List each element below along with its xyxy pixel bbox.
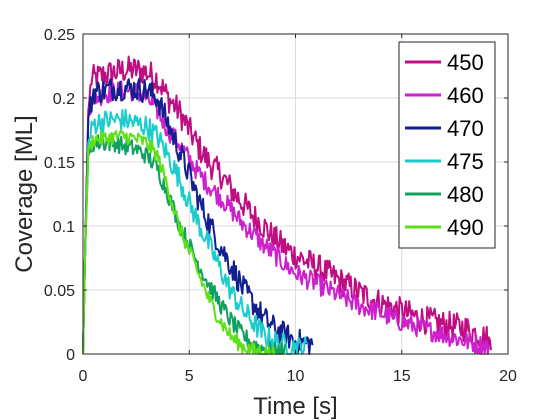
series-line-470 bbox=[82, 77, 314, 355]
series-layer bbox=[82, 55, 492, 355]
legend: 450 460 470 475 480 490 bbox=[398, 41, 496, 249]
legend-label-490: 490 bbox=[447, 215, 484, 240]
y-axis-label: Coverage [ML] bbox=[11, 115, 38, 272]
series-line-490 bbox=[82, 129, 276, 355]
y-tick-label: 0.1 bbox=[53, 219, 75, 236]
x-tick-label: 20 bbox=[499, 368, 517, 385]
legend-label-450: 450 bbox=[447, 50, 484, 75]
y-tick-label: 0.2 bbox=[53, 91, 75, 108]
ticks: 0 5 10 15 20 0 0.05 0.1 0.15 0.2 0.25 bbox=[44, 27, 517, 385]
legend-label-460: 460 bbox=[447, 83, 484, 108]
series-line-475 bbox=[82, 108, 308, 355]
x-tick-label: 5 bbox=[185, 368, 194, 385]
x-tick-label: 0 bbox=[79, 368, 88, 385]
series-line-460 bbox=[82, 80, 490, 355]
y-tick-label: 0.05 bbox=[44, 283, 75, 300]
y-tick-label: 0.15 bbox=[44, 155, 75, 172]
y-tick-label: 0.25 bbox=[44, 27, 75, 44]
y-tick-label: 0 bbox=[66, 347, 75, 364]
legend-box bbox=[398, 41, 496, 249]
x-axis-label: Time [s] bbox=[253, 393, 337, 420]
x-tick-label: 10 bbox=[287, 368, 305, 385]
legend-label-475: 475 bbox=[447, 149, 484, 174]
legend-label-480: 480 bbox=[447, 182, 484, 207]
legend-label-470: 470 bbox=[447, 116, 484, 141]
x-tick-label: 15 bbox=[393, 368, 411, 385]
